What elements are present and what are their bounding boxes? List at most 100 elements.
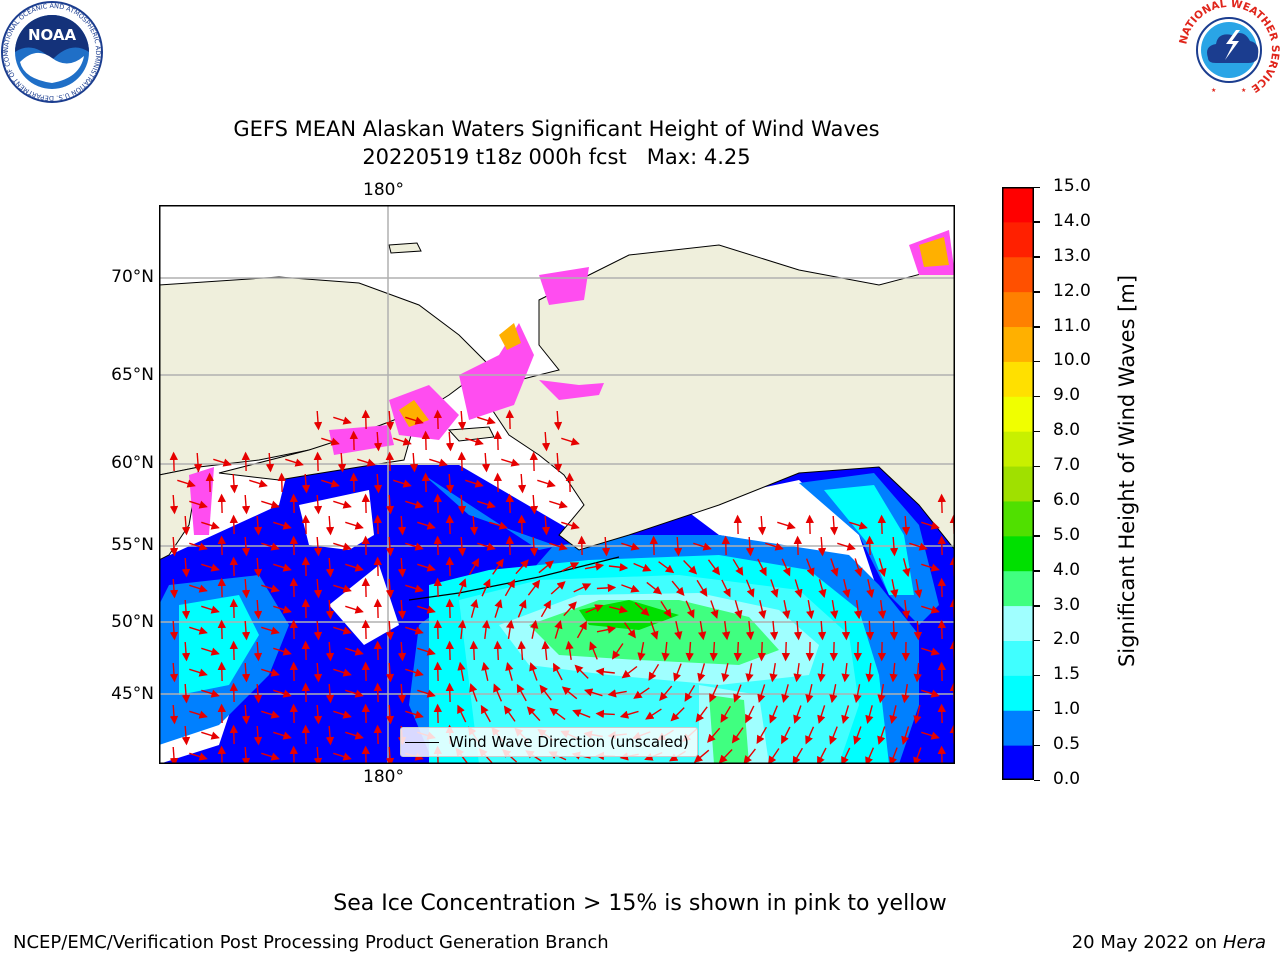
wind-wave-arrow [841,705,850,724]
wind-wave-arrow [373,724,382,745]
wind-wave-arrow [637,641,646,662]
wind-wave-arrow [385,451,394,472]
wind-wave-arrow [829,726,838,745]
wind-wave-arrow [854,558,863,577]
wind-wave-arrow [537,479,556,488]
wind-wave-arrow [921,563,940,572]
wind-wave-arrow [584,562,605,571]
wind-wave-arrow [189,710,208,719]
wind-wave-arrow [397,683,407,704]
wind-wave-arrow [793,663,802,683]
wind-wave-arrow [671,580,685,596]
wind-wave-arrow [505,493,514,514]
wind-wave-arrow [781,558,791,577]
colorbar-tick-label: 0.0 [1053,769,1081,789]
wind-wave-arrows [169,409,955,764]
wind-wave-arrow [601,536,611,557]
sea-ice-patch [919,237,949,267]
wind-wave-arrow [201,647,220,656]
wind-wave-arrow [553,452,563,473]
wind-wave-arrow [289,661,298,682]
wind-wave-arrow [333,752,352,761]
colorbar-tick [1034,570,1040,572]
land [159,242,955,601]
wind-wave-arrow [229,724,238,745]
wind-wave-arrow [539,684,552,701]
wind-wave-arrow [731,727,744,744]
wind-wave-arrow [596,625,617,634]
wind-wave-arrow [241,494,251,515]
wind-wave-arrow [541,515,551,536]
wind-wave-arrow [841,620,851,641]
wind-wave-arrow [901,600,911,620]
wind-wave-arrow [673,536,683,557]
colorbar-tick-label: 9.0 [1053,385,1081,406]
wind-wave-arrow [865,662,874,683]
wind-wave-arrow [253,599,263,620]
wind-wave-arrow [757,558,767,577]
wind-wave-arrow [697,663,706,682]
wind-wave-arrow [732,558,744,576]
wind-wave-arrow [549,500,568,509]
wind-wave-arrow [793,620,803,641]
plot-subtitle: 20220519 t18z 000h fcst Max: 4.25 [362,145,751,169]
wind-wave-arrow [565,640,574,661]
wind-wave-arrow [229,682,238,703]
wind-wave-arrow [373,598,382,619]
colorbar-tick [1034,326,1040,328]
colorbar-cell [1002,605,1034,641]
wind-wave-arrow [745,579,755,598]
wind-wave-arrow [169,578,179,599]
wind-wave-arrow [213,458,232,467]
wind-wave-arrow [685,600,695,619]
wind-wave-arrow [465,437,484,446]
wind-wave-arrow [572,709,591,718]
wind-wave-arrow [695,706,708,723]
wind-wave-arrow [333,416,352,425]
wind-wave-arrow [201,605,220,614]
colorbar-tick-label: 7.0 [1053,455,1081,476]
colorbar-tick [1034,535,1040,537]
wind-wave-arrow [745,621,755,641]
svg-text:★: ★ [1241,87,1246,94]
wind-wave-arrow [313,578,323,599]
map-legend: Wind Wave Direction (unscaled) [400,727,698,757]
wind-wave-arrow [468,557,480,576]
wind-wave-arrow [693,749,710,763]
wind-wave-arrow [480,704,491,723]
wind-wave-arrow [733,684,742,703]
wind-wave-arrow [541,640,550,661]
lat-label-65: 65°N [111,365,154,385]
wind-wave-arrow [289,493,298,514]
wind-wave-arrow [321,437,340,446]
wind-wave-arrow [333,542,352,551]
plot-title: GEFS MEAN Alaskan Waters Significant Hei… [233,117,880,141]
wind-wave-arrow [397,641,407,662]
wind-wave-arrow [721,663,730,683]
wind-wave-arrow [217,577,226,598]
colorbar-tick [1034,465,1040,468]
wind-wave-arrow [829,684,838,704]
colorbar-cell [1002,745,1034,780]
wind-wave-arrow [169,662,179,683]
wind-wave-arrow [385,494,395,515]
colorbar-cell [1002,710,1034,746]
wind-wave-arrow [181,515,191,536]
wind-wave-arrow [445,473,455,494]
wind-wave-arrow [457,578,467,597]
wind-wave-arrow [921,647,940,656]
wind-wave-arrow [805,684,814,704]
wind-wave-arrow [457,661,466,682]
wind-wave-arrow [289,577,298,598]
wind-wave-arrow [877,514,886,535]
wind-wave-arrow [273,521,292,530]
wind-wave-arrow [777,521,796,530]
wind-wave-arrow [289,745,298,764]
wind-wave-arrow [837,542,856,551]
wind-wave-arrow [565,472,574,493]
wind-wave-arrow [684,684,696,702]
sea-ice-patch [499,323,521,350]
colorbar-tick-label: 13.0 [1053,245,1091,266]
colorbar-tick [1034,674,1040,677]
colorbar-cell [1002,500,1034,537]
